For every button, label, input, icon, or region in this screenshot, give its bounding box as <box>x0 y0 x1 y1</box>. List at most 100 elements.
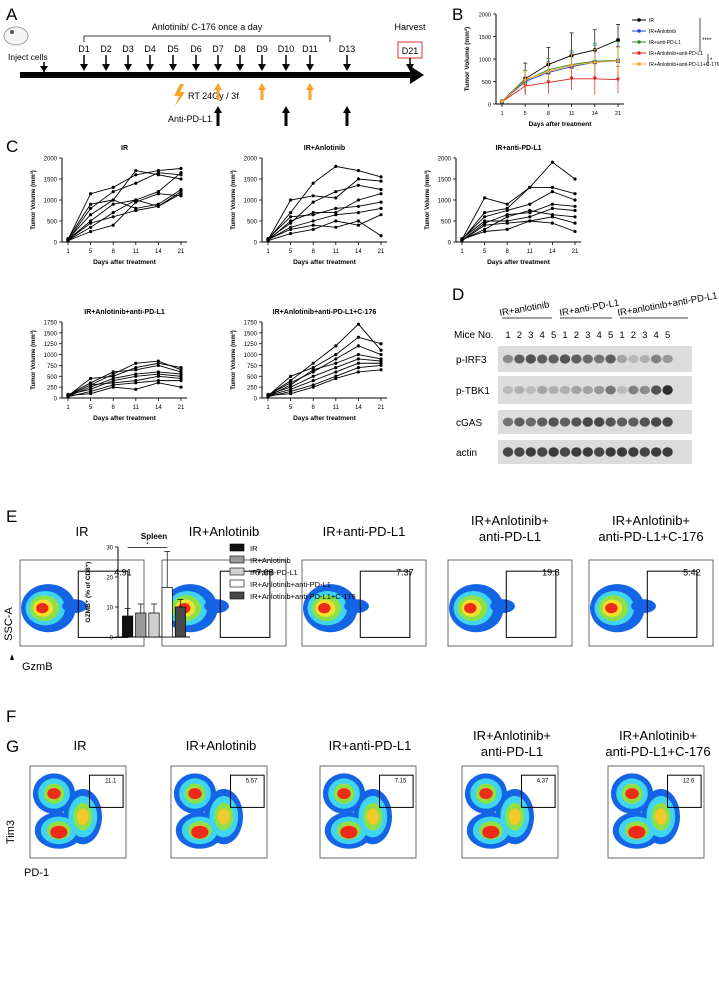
x-tick-label: 5 <box>89 405 93 411</box>
data-point <box>356 335 360 339</box>
y-tick-label: 1500 <box>479 35 491 41</box>
y-tick-label: 0 <box>254 397 258 403</box>
down-arrow-icon <box>40 66 48 72</box>
data-point <box>546 80 551 85</box>
data-point <box>66 393 70 397</box>
axis-arrow-icon <box>10 654 14 660</box>
data-point <box>156 192 160 196</box>
chart-title: Spleen <box>141 532 167 541</box>
data-point <box>179 385 183 389</box>
data-point <box>289 215 293 219</box>
x-tick-label: 14 <box>355 249 362 255</box>
series-line <box>67 375 182 397</box>
data-point <box>311 227 315 231</box>
y-tick-label: 1000 <box>438 199 452 205</box>
y-tick-label: 0 <box>54 397 58 403</box>
data-point <box>289 219 293 223</box>
chart-title: IR+anti-PD-L1 <box>495 145 541 152</box>
y-tick-label: 1250 <box>244 342 258 348</box>
panel-g-flow: IR 11.1 IR+Anlotinib 5.57 IR+anti-PD-L1 7.15 I… <box>5 728 711 879</box>
data-point <box>356 357 360 361</box>
blot-band <box>605 354 616 364</box>
legend-label: IR+Anlotinib <box>250 556 291 565</box>
significance-label: **** <box>702 38 712 44</box>
mice-number: 3 <box>642 330 647 341</box>
legend-label: IR <box>649 18 654 24</box>
blot-band <box>571 417 582 427</box>
timeline-bar <box>20 72 410 78</box>
gate-value: 5.57 <box>246 779 258 785</box>
blot-band <box>537 417 548 427</box>
panel-letter: C <box>6 137 18 156</box>
gate-value: 4.91 <box>114 567 132 577</box>
density-tail <box>490 599 515 614</box>
data-point <box>379 192 383 196</box>
data-point <box>134 200 138 204</box>
legend-label: IR+Anlotinib+anti-PD-L1+C-176 <box>250 592 356 601</box>
gate-value: 4.37 <box>537 779 549 785</box>
data-point <box>89 225 93 229</box>
data-point <box>550 206 555 210</box>
data-point <box>89 376 93 381</box>
y-axis-label: Tumor Volume (mm³) <box>230 330 237 389</box>
legend-label: IR+Anlotinib+anti-PD-L1 <box>250 580 331 589</box>
series-line <box>267 354 382 397</box>
blot-band <box>662 354 673 364</box>
x-tick-label: 21 <box>178 249 185 255</box>
blot-band <box>559 385 571 395</box>
legend-swatch <box>229 555 245 564</box>
blot-band <box>651 417 662 427</box>
mice-number: 5 <box>665 330 670 341</box>
data-point <box>334 219 338 223</box>
blot-band <box>662 385 673 395</box>
data-point <box>616 77 620 82</box>
x-axis-label: Days after treatment <box>293 415 357 422</box>
x-tick-label: 5 <box>89 249 93 255</box>
flow-title: IR+Anlotinib+ <box>619 728 697 743</box>
data-point <box>89 206 93 210</box>
data-point <box>334 344 338 348</box>
y-tick-label: 1500 <box>244 331 258 337</box>
data-point <box>111 198 115 202</box>
gate-value: 12.6 <box>683 779 695 785</box>
mice-number: 2 <box>631 330 636 341</box>
chart-title: IR+Anlotinib <box>304 145 345 152</box>
mice-number: 3 <box>528 330 533 341</box>
y-tick-label: 1750 <box>44 321 58 327</box>
day-label: D5 <box>167 44 179 54</box>
chart-title: IR+Anlotinib+anti-PD-L1+C-176 <box>273 309 377 316</box>
blot-band <box>559 417 571 427</box>
data-point <box>134 208 138 213</box>
data-point <box>356 366 360 370</box>
blot-band <box>548 447 559 457</box>
x-tick-label: 11 <box>133 405 140 411</box>
data-point <box>179 366 183 370</box>
gate-box <box>77 570 129 638</box>
x-tick-label: 21 <box>378 405 385 411</box>
data-point <box>134 169 138 173</box>
mouse-eye-icon <box>10 30 14 34</box>
day-label: D9 <box>256 44 268 54</box>
density-core <box>191 825 209 839</box>
y-tick-label: 0 <box>488 103 491 109</box>
blot-band <box>605 385 616 395</box>
data-point <box>89 221 93 225</box>
series-line <box>267 336 382 397</box>
data-point <box>356 223 360 227</box>
panel-e-flow: IR4.91IR+Anlotinib7.08IR+anti-PD-L17.37I… <box>3 513 714 673</box>
x-tick-label: 14 <box>155 405 162 411</box>
data-point <box>179 171 183 175</box>
series-line <box>67 362 182 397</box>
y-axis-label: Tumor Volume (mm³) <box>230 170 237 229</box>
data-point <box>289 227 293 231</box>
data-point <box>134 387 138 391</box>
panel-letter: G <box>6 737 19 756</box>
y-tick-label: 500 <box>441 220 452 226</box>
data-point <box>334 357 338 361</box>
y-tick-label: 500 <box>247 375 258 381</box>
series-line <box>67 172 182 241</box>
y-axis-label: Tumor Volume (mm³) <box>424 170 431 229</box>
y-tick-label: 1500 <box>244 178 258 184</box>
data-point <box>111 223 115 227</box>
y-tick-label: 0 <box>254 241 258 247</box>
